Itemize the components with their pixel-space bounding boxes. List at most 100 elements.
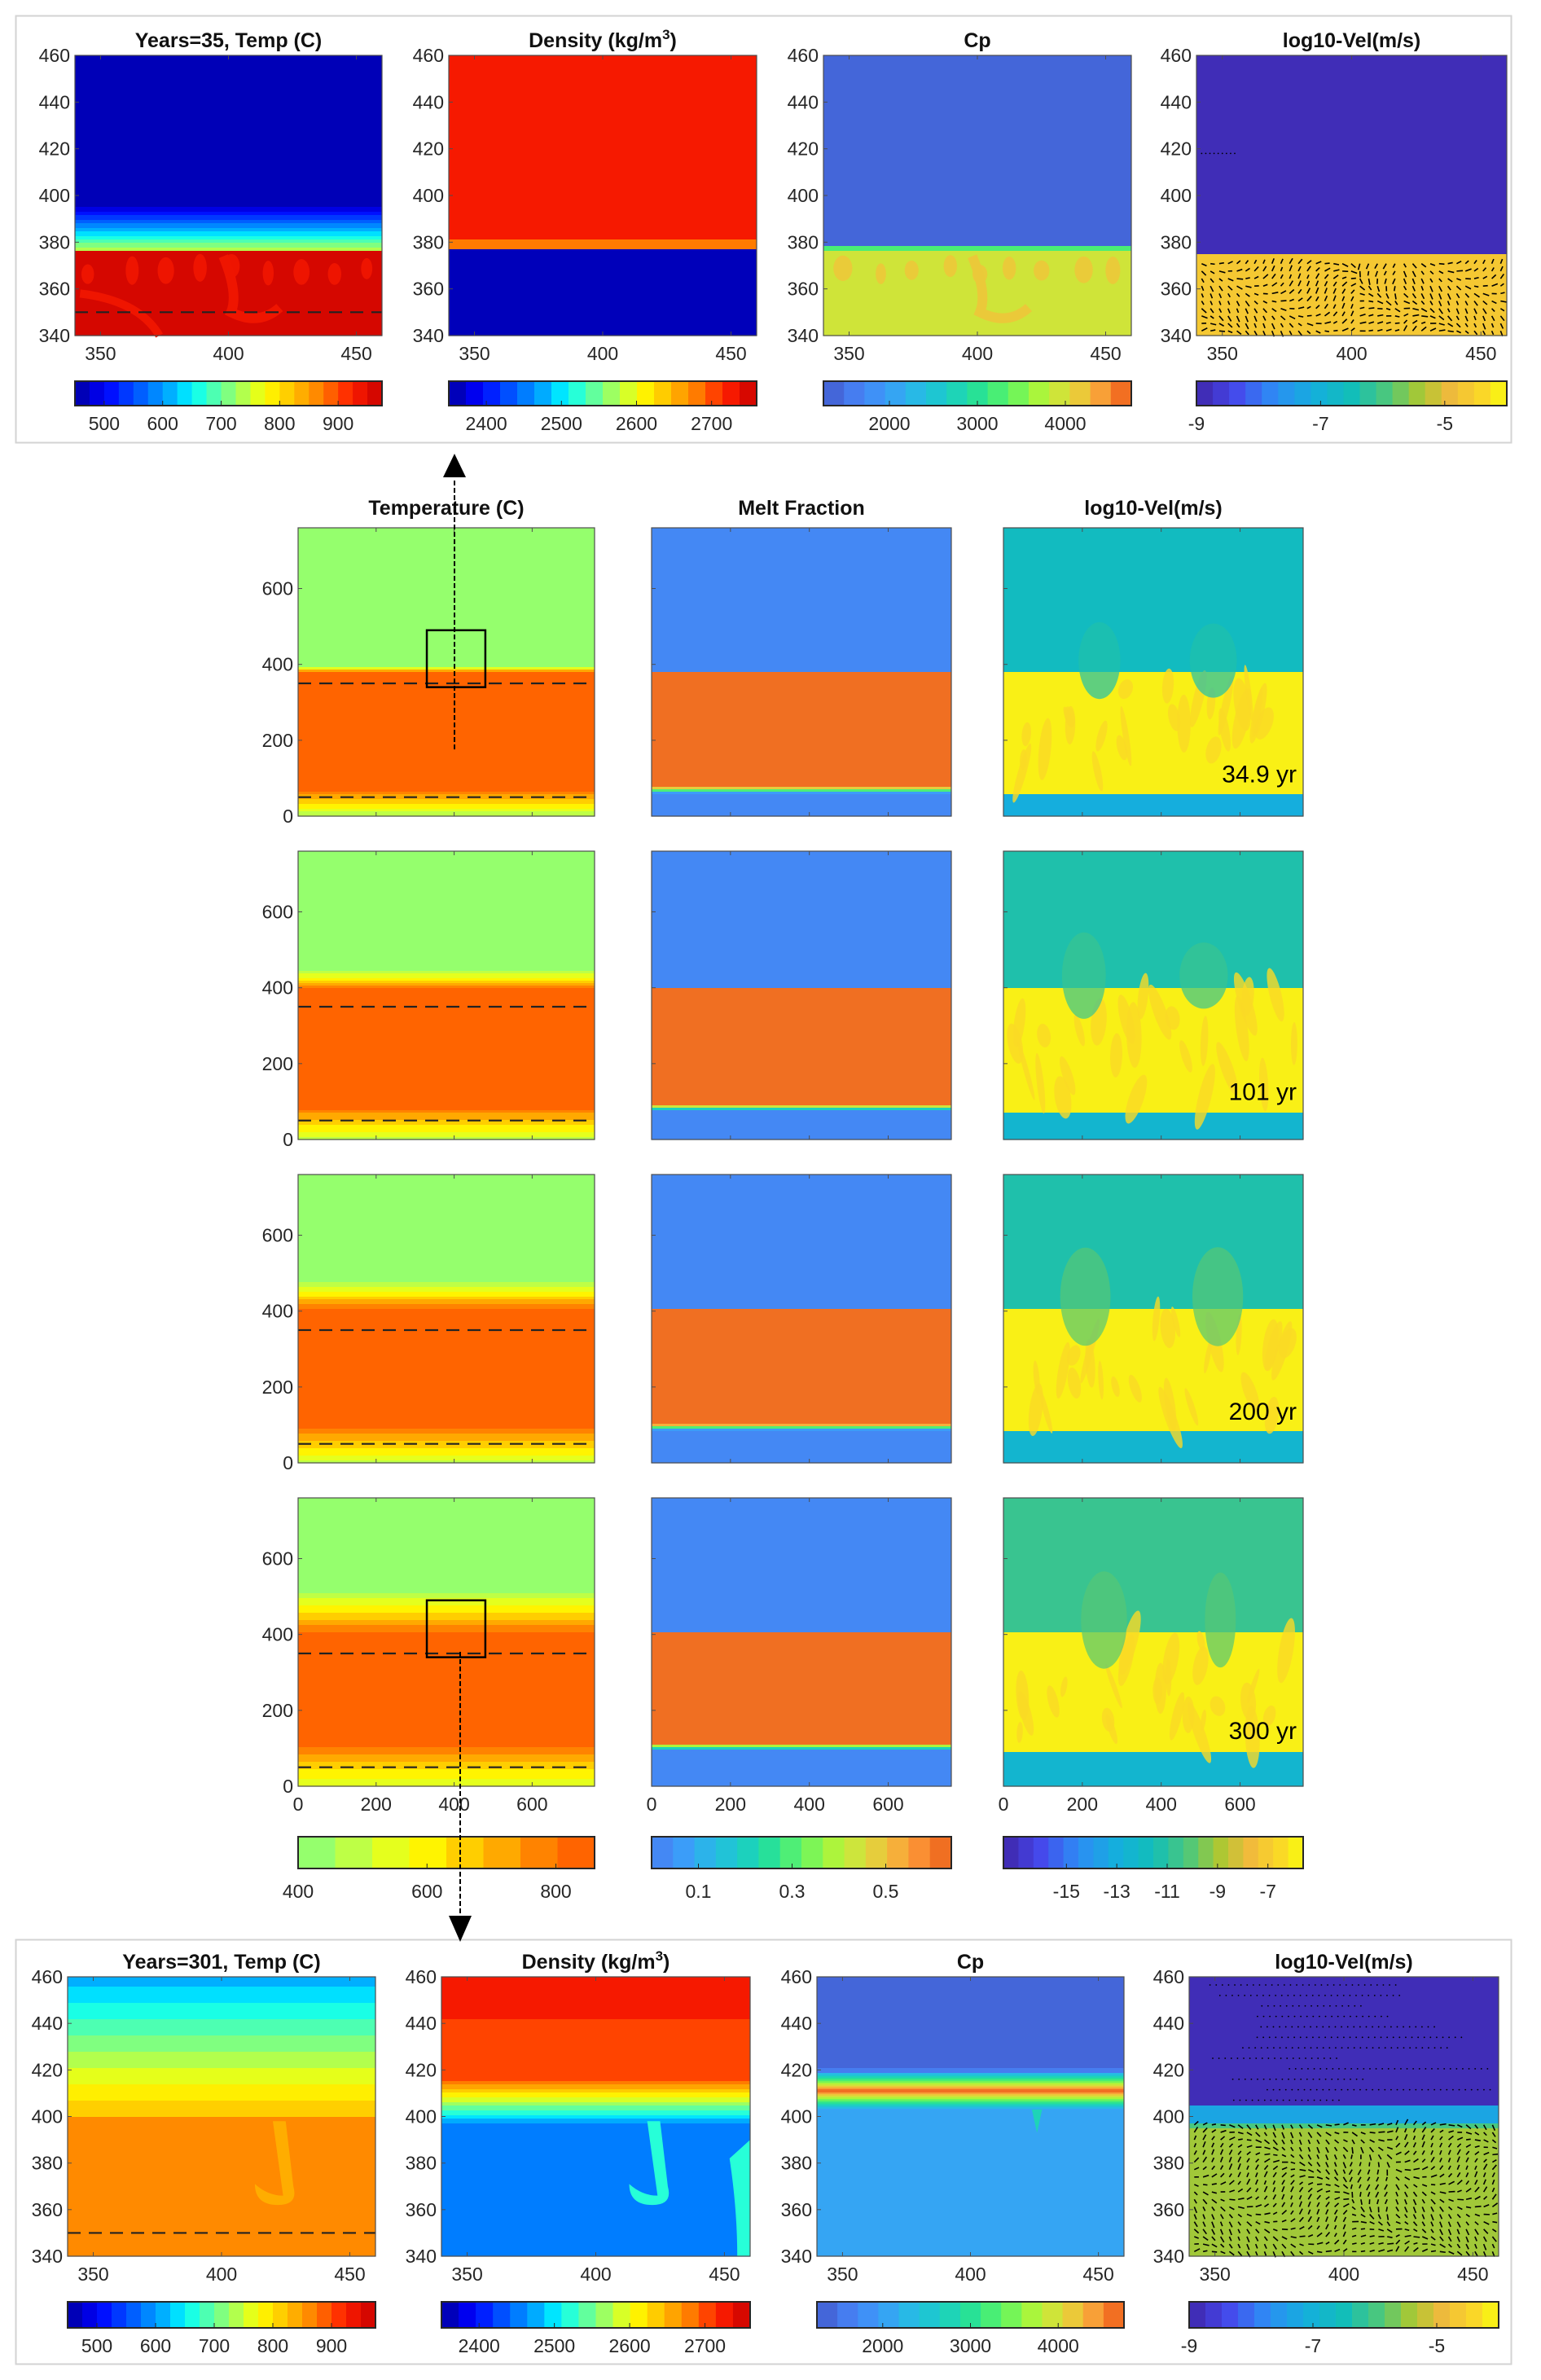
field-strip	[652, 1708, 951, 1711]
velocity-vector-dot	[1358, 1984, 1359, 1986]
velocity-vector	[1403, 292, 1409, 298]
field-strip	[652, 1527, 951, 1530]
field-strip	[1003, 772, 1303, 775]
panel-title: Density (kg/m3)	[529, 27, 677, 52]
field-strip	[298, 1238, 595, 1241]
velocity-vector-dot	[1332, 1984, 1335, 1986]
field-strip	[1003, 1618, 1303, 1621]
field-strip	[823, 125, 1131, 128]
field-strip	[298, 638, 595, 641]
field-strip	[298, 1431, 595, 1434]
velocity-vector	[1351, 2242, 1357, 2245]
colorbar-bin	[1110, 381, 1132, 406]
field-strip	[1196, 169, 1507, 172]
field-strip	[449, 275, 757, 278]
velocity-vector	[1334, 2239, 1340, 2245]
velocity-vector	[1369, 2242, 1375, 2245]
field-strip	[1196, 192, 1507, 195]
field-strip	[68, 1998, 375, 2000]
field-strip	[298, 1681, 595, 1684]
field-strip	[298, 787, 595, 790]
velocity-vector	[1359, 2184, 1362, 2189]
field-strip	[68, 2190, 375, 2193]
field-strip	[652, 1309, 951, 1312]
velocity-vector	[1482, 300, 1488, 305]
field-strip	[652, 1189, 951, 1192]
velocity-vector	[1429, 293, 1433, 300]
velocity-vector	[1220, 2136, 1226, 2141]
field-strip	[652, 1368, 951, 1371]
field-strip	[1003, 753, 1303, 756]
velocity-vector-dot	[1232, 2099, 1235, 2101]
velocity-vector	[1403, 285, 1407, 291]
field-strip	[652, 1520, 951, 1523]
velocity-vector	[1360, 2199, 1363, 2205]
colorbar-bin	[1062, 2302, 1084, 2328]
field-strip	[1003, 1520, 1303, 1523]
field-strip	[1196, 86, 1507, 89]
colorbar-bin	[1213, 1837, 1229, 1868]
velocity-vector-dot	[1486, 2068, 1489, 2070]
colorbar-bin	[1368, 2302, 1385, 2328]
field-strip	[298, 868, 595, 872]
velocity-vector	[1193, 2143, 1197, 2148]
field-strip	[1196, 274, 1507, 276]
field-strip	[1196, 195, 1507, 198]
field-strip	[823, 124, 1131, 126]
field-strip	[652, 1598, 951, 1601]
velocity-vector-dot	[1289, 2068, 1291, 2070]
velocity-vector-dot	[1335, 2005, 1337, 2007]
velocity-vector	[1316, 2250, 1323, 2254]
y-tick-label: 0	[283, 806, 293, 827]
colorbar-bin	[89, 381, 105, 406]
field-strip	[1003, 1412, 1303, 1415]
velocity-vector	[1421, 2221, 1426, 2227]
colorbar-bin	[1063, 1837, 1079, 1868]
field-strip	[823, 93, 1131, 95]
field-strip	[652, 1701, 951, 1704]
field-strip	[441, 1990, 750, 1992]
field-strip	[1003, 1392, 1303, 1395]
field-strip	[652, 983, 951, 986]
field-strip	[441, 2115, 750, 2118]
field-strip	[652, 1088, 951, 1091]
velocity-vector-dot	[1224, 2057, 1227, 2059]
field-strip	[1003, 1537, 1303, 1540]
field-strip	[1003, 765, 1303, 768]
velocity-vector	[1412, 2135, 1416, 2141]
field-strip	[652, 1219, 951, 1222]
panel-title: Years=35, Temp (C)	[135, 29, 323, 52]
velocity-vector	[1227, 301, 1231, 305]
velocity-vector-dot	[1276, 2099, 1278, 2101]
colorbar-tick-label: 2500	[541, 413, 582, 434]
field-strip	[1003, 1456, 1303, 1459]
field-strip	[298, 1338, 595, 1341]
velocity-vector	[1228, 2173, 1232, 2178]
field-strip	[652, 1397, 951, 1400]
field-strip	[652, 1443, 951, 1447]
velocity-vector-dot	[1386, 1994, 1388, 1996]
field-strip	[1003, 1091, 1303, 1094]
velocity-vector-dot	[1262, 2078, 1265, 2080]
field-strip	[441, 2140, 750, 2142]
field-strip	[1189, 2005, 1499, 2007]
convection-streak	[1259, 1057, 1269, 1112]
field-strip	[68, 2024, 375, 2027]
velocity-vector	[1289, 330, 1293, 336]
velocity-vector	[1474, 2124, 1479, 2129]
convection-streak	[1231, 687, 1252, 749]
field-strip	[75, 103, 382, 105]
velocity-vector	[1324, 262, 1330, 265]
field-strip	[441, 1996, 750, 1999]
velocity-vector	[1394, 308, 1401, 313]
field-strip	[441, 2089, 750, 2092]
field-strip	[1189, 2138, 1499, 2141]
field-strip	[1003, 971, 1303, 974]
field-strip	[1003, 589, 1303, 592]
field-strip	[652, 792, 951, 795]
field-strip	[298, 1093, 595, 1096]
field-strip	[652, 1355, 951, 1359]
velocity-vector	[1491, 2139, 1497, 2144]
velocity-vector-dot	[1300, 2015, 1302, 2018]
velocity-vector-dot	[1255, 2057, 1258, 2059]
